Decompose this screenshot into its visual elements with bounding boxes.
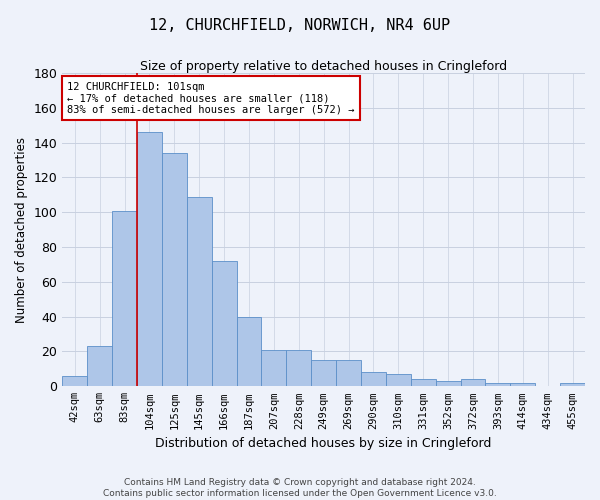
Bar xyxy=(560,383,585,386)
Bar xyxy=(262,350,286,387)
Text: 12, CHURCHFIELD, NORWICH, NR4 6UP: 12, CHURCHFIELD, NORWICH, NR4 6UP xyxy=(149,18,451,32)
Bar xyxy=(187,196,212,386)
Bar xyxy=(286,350,311,387)
Bar xyxy=(162,153,187,386)
Bar xyxy=(112,210,137,386)
X-axis label: Distribution of detached houses by size in Cringleford: Distribution of detached houses by size … xyxy=(155,437,492,450)
Bar xyxy=(62,376,87,386)
Bar xyxy=(461,380,485,386)
Bar xyxy=(511,383,535,386)
Bar xyxy=(361,372,386,386)
Bar xyxy=(485,383,511,386)
Text: 12 CHURCHFIELD: 101sqm
← 17% of detached houses are smaller (118)
83% of semi-de: 12 CHURCHFIELD: 101sqm ← 17% of detached… xyxy=(67,82,355,115)
Bar xyxy=(212,261,236,386)
Bar xyxy=(386,374,411,386)
Bar xyxy=(336,360,361,386)
Bar xyxy=(411,380,436,386)
Text: Contains HM Land Registry data © Crown copyright and database right 2024.
Contai: Contains HM Land Registry data © Crown c… xyxy=(103,478,497,498)
Title: Size of property relative to detached houses in Cringleford: Size of property relative to detached ho… xyxy=(140,60,507,73)
Bar xyxy=(236,316,262,386)
Y-axis label: Number of detached properties: Number of detached properties xyxy=(15,136,28,322)
Bar xyxy=(137,132,162,386)
Bar xyxy=(311,360,336,386)
Bar xyxy=(436,381,461,386)
Bar xyxy=(87,346,112,387)
